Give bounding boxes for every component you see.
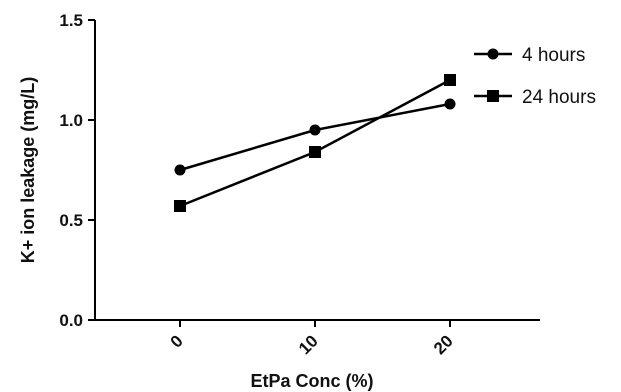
data-point-4-hours	[174, 164, 186, 176]
data-point-24-hours	[309, 146, 321, 158]
legend-item-24-hours: 24 hours	[474, 87, 596, 108]
legend-marker	[487, 90, 499, 102]
y-tick-label: 0.0	[59, 311, 83, 330]
series-4-hours	[174, 98, 456, 176]
legend-item-4-hours: 4 hours	[474, 45, 585, 66]
x-tick-label: 0	[167, 331, 187, 351]
chart-legend: 4 hours 24 hours	[474, 45, 596, 108]
series-line-24-hours	[179, 78, 451, 208]
x-tick-label: 20	[430, 331, 457, 358]
y-axis-title: K+ ion leakage (mg/L)	[18, 77, 38, 264]
y-tick-label: 1.0	[59, 111, 83, 130]
series-line-4-hours	[179, 102, 451, 172]
data-point-4-hours	[309, 124, 321, 136]
data-point-24-hours	[174, 200, 186, 212]
series-24-hours	[174, 74, 456, 212]
legend-label: 4 hours	[522, 45, 585, 66]
y-tick-label: 0.5	[59, 211, 83, 230]
x-tick-label: 10	[295, 331, 322, 358]
data-point-4-hours	[444, 98, 456, 110]
legend-label: 24 hours	[522, 87, 596, 108]
y-tick-label: 1.5	[59, 11, 83, 30]
data-point-24-hours	[444, 74, 456, 86]
legend-marker	[487, 48, 499, 60]
chart-axes	[94, 20, 540, 321]
x-axis-title: EtPa Conc (%)	[250, 371, 373, 391]
chart-series	[174, 74, 456, 212]
chart-ticks: 0.0 0.5 1.0 1.5 0 10 20	[59, 11, 456, 358]
